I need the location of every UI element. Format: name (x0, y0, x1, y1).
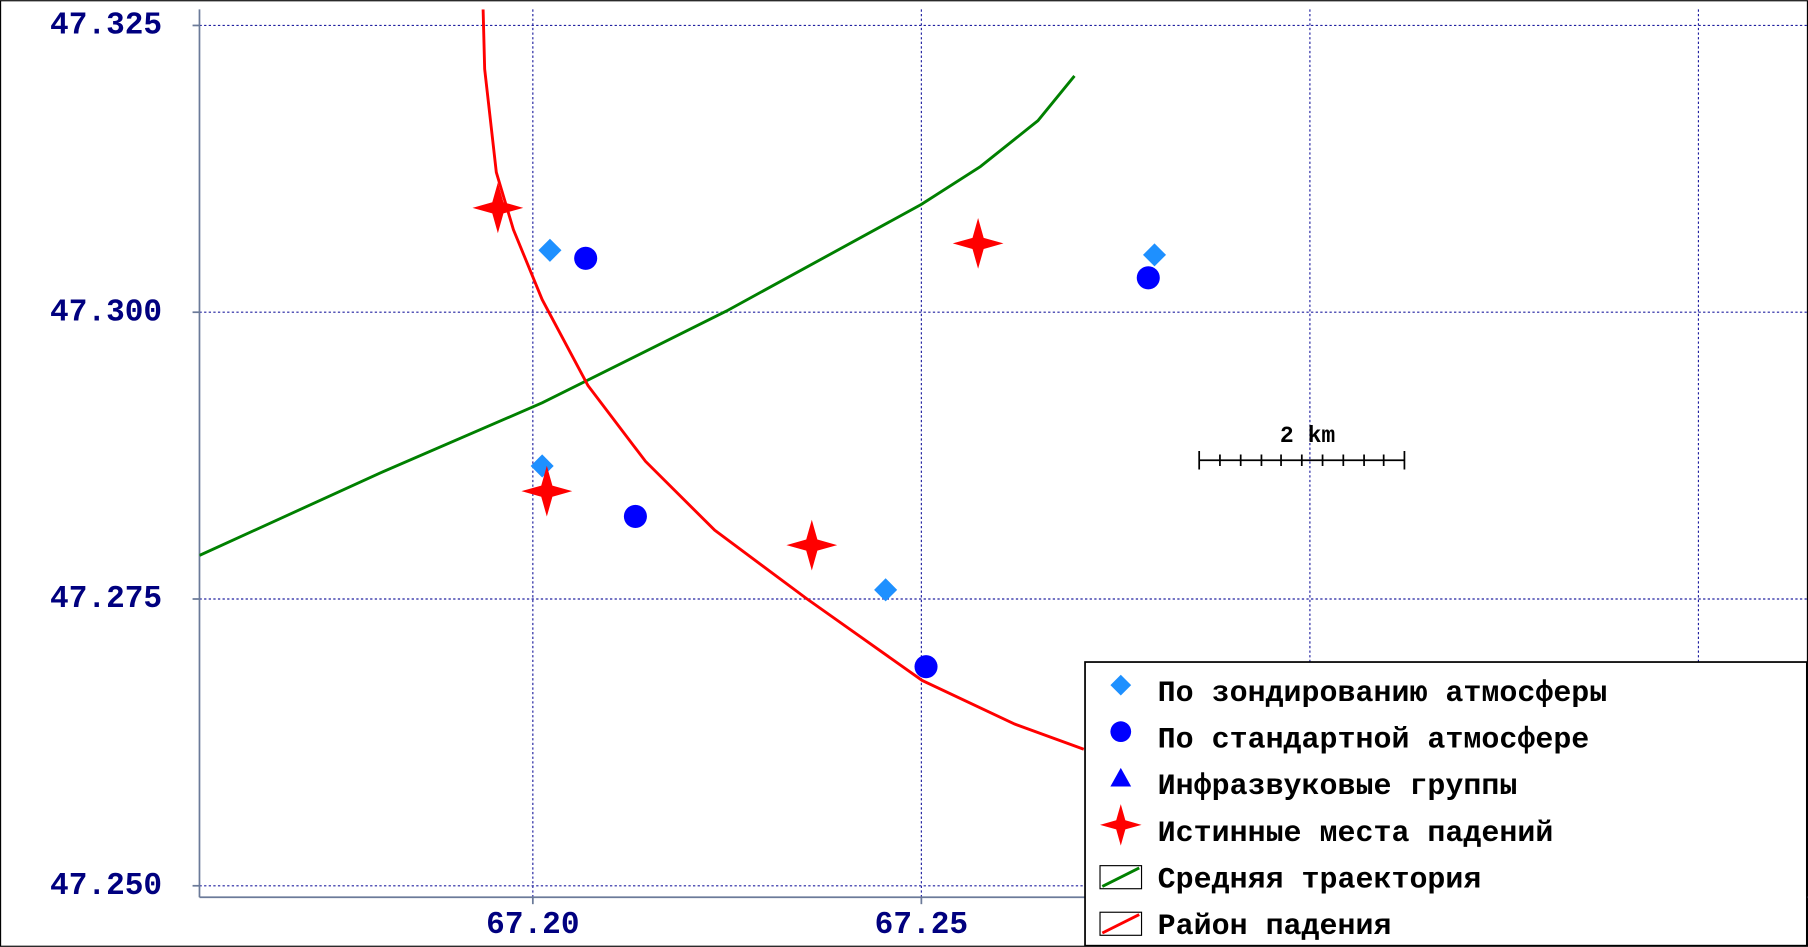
y-tick-label: 47.325 (50, 9, 162, 44)
diamond-marker (874, 578, 898, 602)
legend-label: Район падения (1158, 909, 1392, 943)
x-tick-label: 67.25 (875, 908, 968, 943)
circle-marker (623, 504, 647, 528)
line (199, 75, 1076, 557)
legend-label: Средняя траектория (1158, 862, 1482, 896)
star-marker (952, 218, 1004, 269)
circle-marker (1136, 266, 1160, 290)
star-marker (786, 519, 838, 571)
scale-bar: 2 km (1198, 423, 1406, 470)
legend-box (1084, 661, 1808, 947)
star-marker (1100, 804, 1142, 846)
y-tick-label: 47.300 (50, 295, 162, 330)
circle-marker (574, 246, 598, 270)
legend-label: По зондированию атмосферы (1158, 676, 1608, 710)
legend-key-line (1101, 866, 1140, 888)
star-marker (472, 182, 524, 234)
triangle-marker (1110, 767, 1132, 787)
diamond-marker (538, 238, 562, 262)
circle-marker (914, 655, 938, 679)
circle-marker (1110, 721, 1132, 743)
legend-key-line (1101, 913, 1140, 935)
legend-label: Истинные места падений (1158, 816, 1554, 850)
star-marker (521, 465, 573, 517)
scale-label: 2 km (1280, 423, 1335, 449)
line (481, 9, 1085, 751)
y-tick-label: 47.275 (50, 582, 162, 617)
legend-label: По стандартной атмосфере (1158, 723, 1590, 757)
x-tick-label: 67.20 (486, 908, 579, 943)
legend-label: Инфразвуковые группы (1158, 769, 1518, 803)
y-tick-label: 47.250 (50, 869, 162, 904)
